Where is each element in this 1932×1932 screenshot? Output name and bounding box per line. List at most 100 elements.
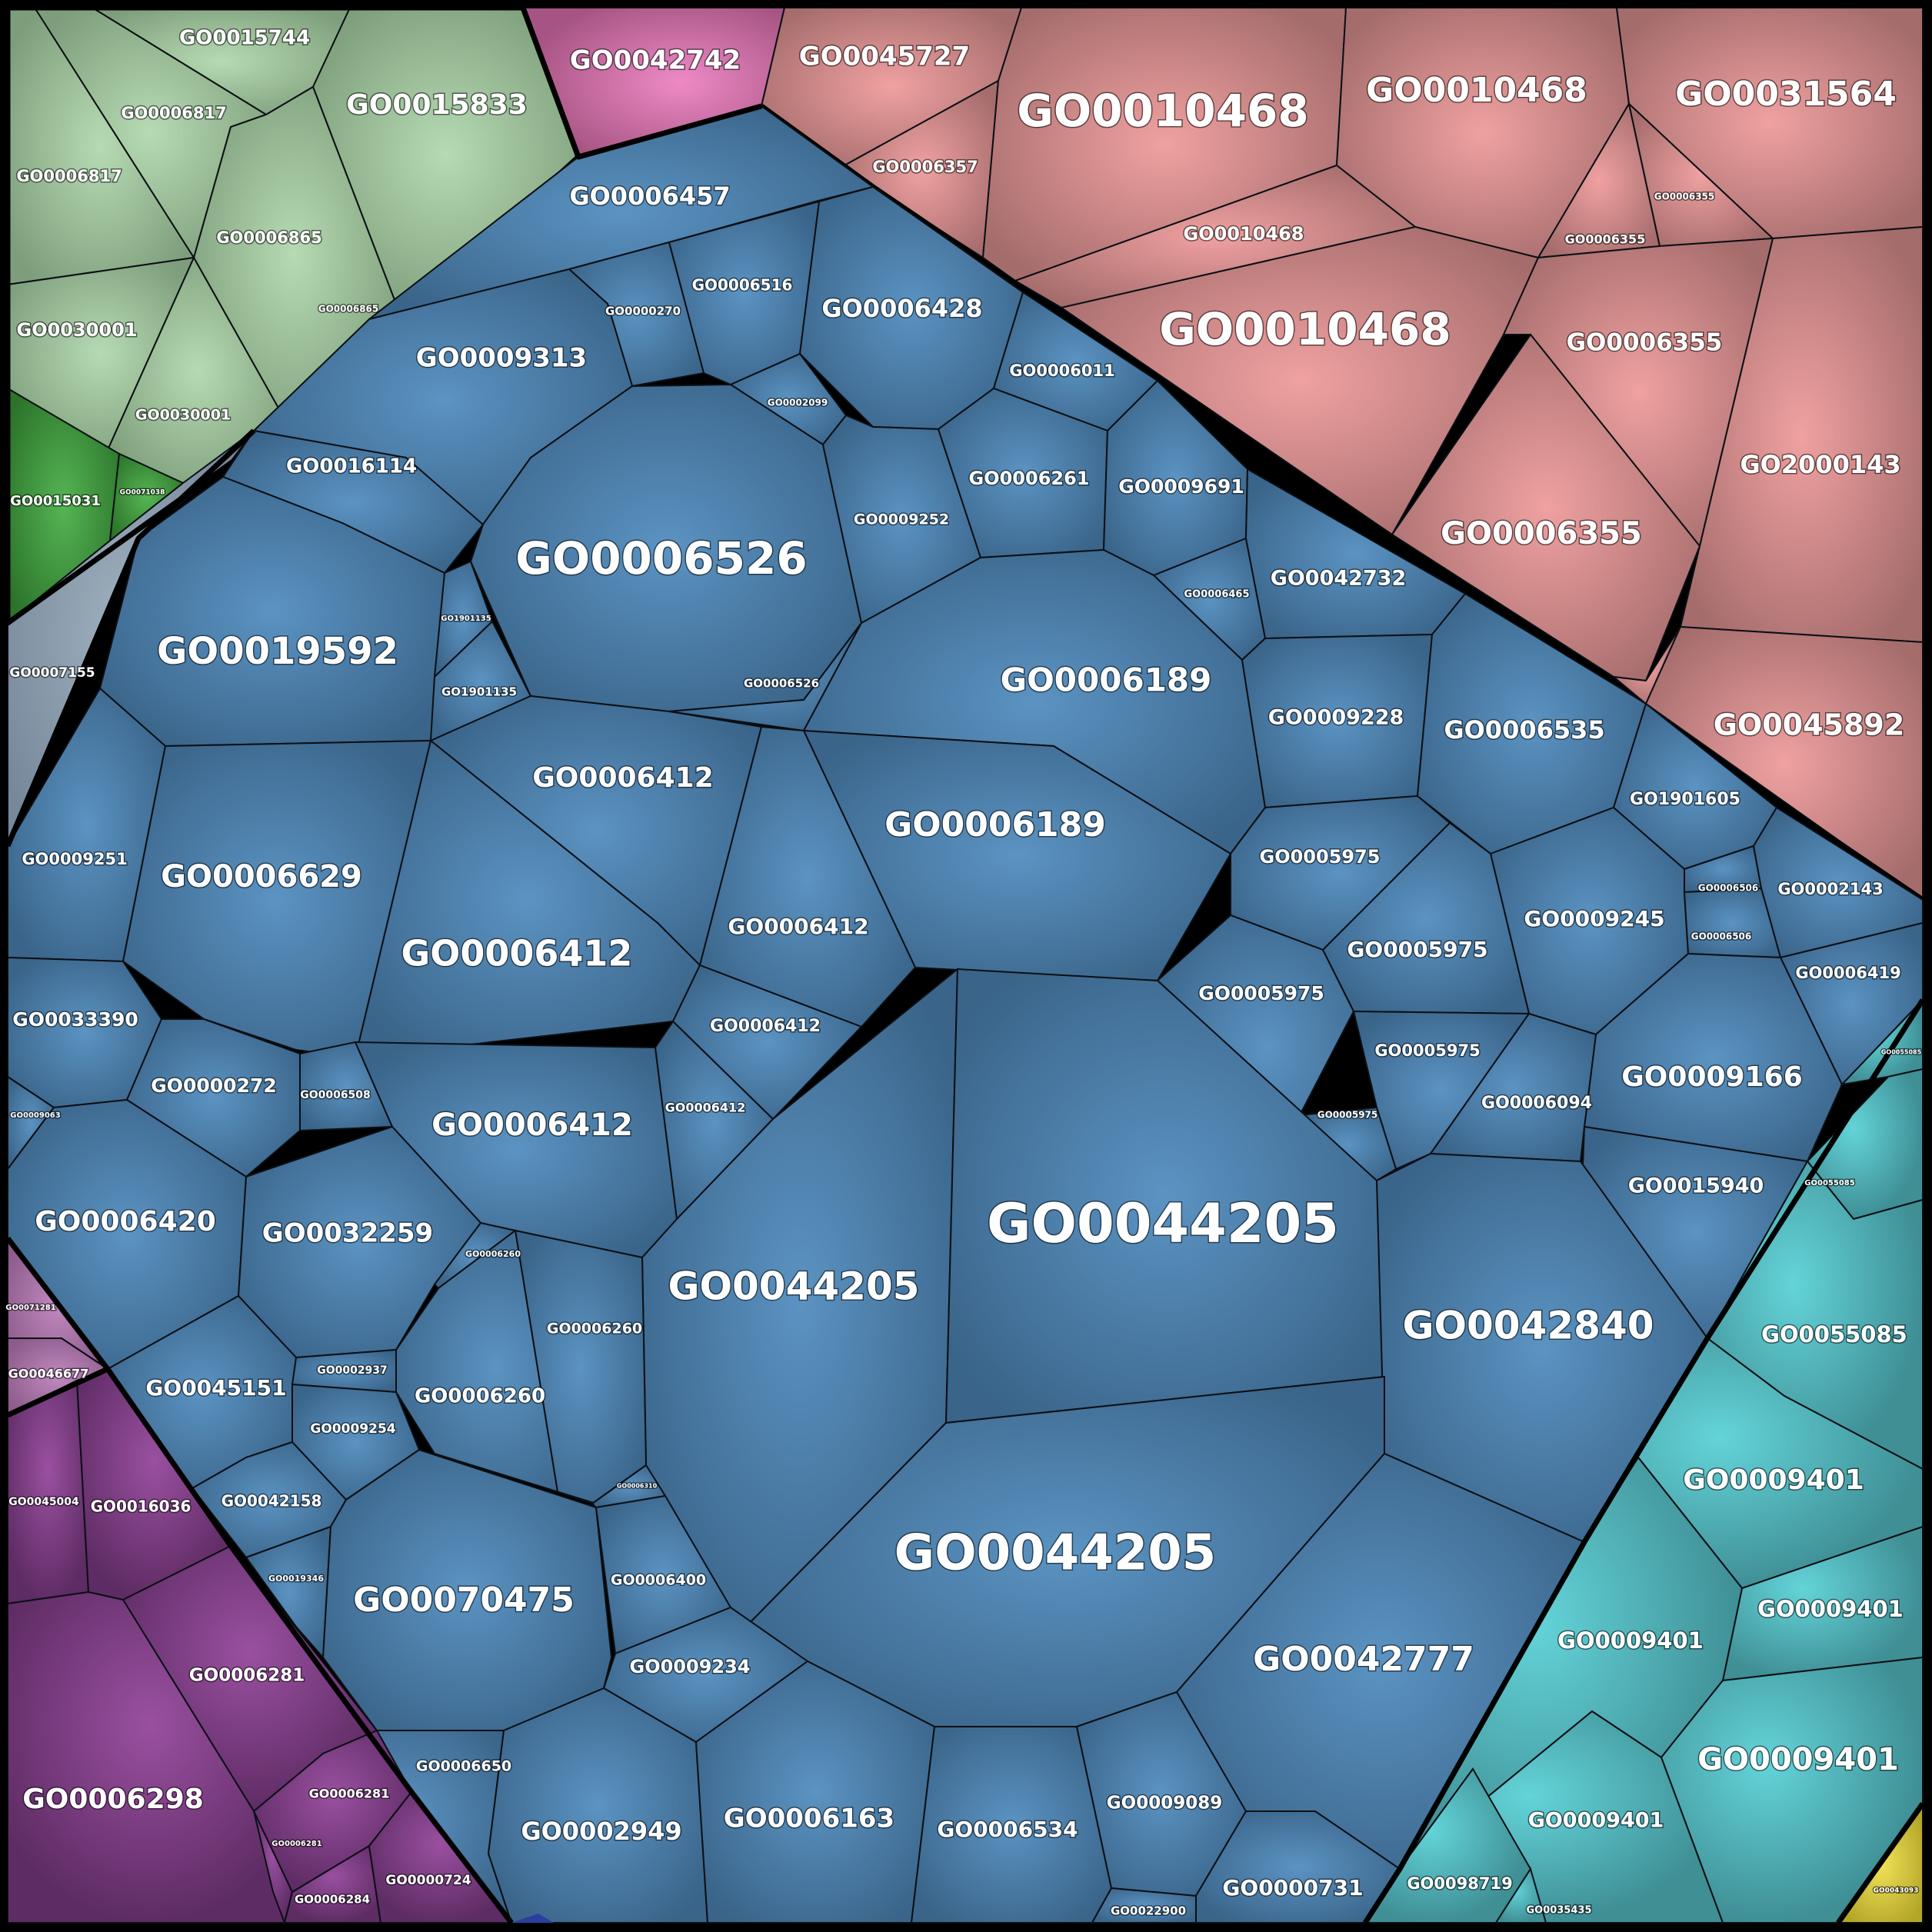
label-go0006355-a: GO0006355	[1654, 192, 1715, 202]
label-go0005975-c: GO0005975	[1198, 982, 1324, 1004]
label-go0006260-c: GO0006260	[415, 1385, 545, 1408]
label-go0006281-big: GO0006281	[189, 1666, 305, 1686]
label-go0006355-b: GO0006355	[1565, 232, 1646, 247]
border-gray	[5, 428, 256, 848]
region-stress	[1363, 998, 1925, 1925]
label-go0000724: GO0000724	[385, 1873, 471, 1888]
label-go0006650: GO0006650	[416, 1758, 511, 1775]
cell-go0070475[interactable]	[321, 1448, 613, 1731]
label-go0006412-c: GO0006412	[728, 914, 868, 939]
cell-go0022900[interactable]	[1091, 1887, 1197, 1924]
label-go0010468-c: GO0010468	[1184, 223, 1304, 245]
label-go0070475: GO0070475	[353, 1581, 575, 1620]
label-go0009401-d: GO0009401	[1528, 1809, 1664, 1833]
region-dna-repair	[5, 1236, 514, 1926]
label-go0007155: GO0007155	[9, 665, 95, 681]
label-go0006534: GO0006534	[937, 1817, 1078, 1842]
label-go0045004: GO0045004	[8, 1496, 79, 1508]
label-go0009166: GO0009166	[1621, 1061, 1803, 1093]
cell-small-navy[interactable]	[511, 1914, 554, 1923]
label-go0032259: GO0032259	[262, 1218, 433, 1249]
label-go0006526-b: GO0006526	[744, 677, 819, 691]
label-go0006281-b: GO0006281	[309, 1787, 390, 1801]
border-dna-repair-top	[6, 1366, 109, 1418]
label-go0015744: GO0015744	[179, 27, 310, 50]
label-go0000731: GO0000731	[1222, 1875, 1363, 1900]
label-go0006400: GO0006400	[611, 1572, 706, 1589]
label-go0031564: GO0031564	[1675, 75, 1897, 114]
label-go0006428: GO0006428	[821, 294, 982, 323]
label-go0098719: GO0098719	[1407, 1874, 1512, 1893]
label-go0006506-a: GO0006506	[1698, 883, 1759, 894]
label-go0030001-b: GO0030001	[135, 407, 231, 424]
label-go0000270: GO0000270	[605, 305, 681, 318]
label-go0005975-d: GO0005975	[1374, 1041, 1480, 1060]
label-go0044205-a: GO0044205	[668, 1264, 919, 1309]
label-go0006412-e: GO0006412	[665, 1101, 746, 1115]
label-go0006865-b: GO0006865	[318, 304, 379, 315]
label-go0009063: GO0009063	[10, 1111, 60, 1120]
label-go0019346: GO0019346	[268, 1574, 324, 1584]
label-go0006355-c: GO0006355	[1567, 329, 1723, 357]
label-go0043093: GO0043093	[1874, 1887, 1919, 1895]
label-go0006094: GO0006094	[1481, 1094, 1592, 1113]
label-go0006261: GO0006261	[969, 468, 1090, 489]
label-go0006412-b: GO0006412	[401, 933, 633, 974]
label-go0006817-a: GO0006817	[121, 104, 226, 122]
label-go0042777: GO0042777	[1253, 1640, 1474, 1679]
label-go0006506-b: GO0006506	[1691, 931, 1752, 942]
border-stress	[1363, 998, 1925, 1924]
label-go0009251: GO0009251	[22, 850, 127, 868]
label-go0010468-b: GO0010468	[1366, 71, 1587, 110]
label-go0010468-big: GO0010468	[1017, 85, 1308, 137]
label-go0055085-big: GO0055085	[1761, 1321, 1907, 1347]
label-go0006535: GO0006535	[1444, 715, 1604, 744]
label-go0006629: GO0006629	[161, 859, 362, 894]
label-go0006465: GO0006465	[1184, 589, 1249, 601]
label-go0005975-a: GO0005975	[1260, 846, 1381, 868]
cell-go0006355-big[interactable]	[1391, 333, 1701, 682]
label-go0006516: GO0006516	[692, 276, 793, 295]
label-go0006189-a: GO0006189	[1001, 661, 1212, 699]
label-go0045727: GO0045727	[799, 42, 970, 72]
cell-go0005975-d[interactable]	[1352, 1010, 1531, 1171]
label-go0010468-d: GO0010468	[1159, 303, 1451, 355]
label-go0006420: GO0006420	[35, 1206, 216, 1237]
label-go0055085-a: GO0055085	[1881, 1049, 1922, 1056]
label-go0009228: GO0009228	[1268, 706, 1404, 730]
label-go0006412-big: GO0006412	[431, 1108, 633, 1143]
label-go0033390: GO0033390	[12, 1008, 138, 1031]
label-go0002937: GO0002937	[317, 1364, 388, 1377]
label-go0002949: GO0002949	[521, 1817, 681, 1846]
cell-go0035435[interactable]	[1494, 1867, 1547, 1924]
label-go0006281-c: GO0006281	[271, 1840, 321, 1848]
label-go0009252: GO0009252	[854, 511, 949, 528]
label-go0015940: GO0015940	[1628, 1174, 1764, 1198]
label-go1901135-a: GO1901135	[441, 615, 491, 623]
label-go0016114: GO0016114	[286, 455, 417, 478]
label-go0000272: GO0000272	[151, 1074, 277, 1097]
label-go0009401-b: GO0009401	[1757, 1596, 1904, 1622]
cell-go0045004[interactable]	[7, 1379, 90, 1605]
label-go0006412-a: GO0006412	[532, 762, 714, 794]
border-metabolism-top	[520, 6, 762, 160]
label-go0042742: GO0042742	[570, 45, 741, 76]
border-yellow	[1836, 1801, 1925, 1925]
label-go0006357: GO0006357	[872, 158, 978, 176]
label-go2000143: GO2000143	[1740, 450, 1900, 479]
label-go0006508: GO0006508	[300, 1089, 371, 1101]
label-go0044205-big: GO0044205	[987, 1192, 1339, 1255]
label-go0006526-big: GO0006526	[515, 532, 807, 585]
label-go0015031: GO0015031	[10, 493, 101, 509]
label-go0005975-e: GO0005975	[1317, 1110, 1378, 1121]
label-go0006011: GO0006011	[1009, 361, 1114, 380]
label-go0009254: GO0009254	[310, 1421, 395, 1437]
cell-go0006412-c[interactable]	[698, 725, 917, 1028]
label-go0019592: GO0019592	[157, 630, 398, 673]
region-regulation	[759, 7, 1924, 902]
label-go0006310: GO0006310	[617, 1483, 658, 1490]
cell-go0006260-c[interactable]	[395, 1229, 597, 1504]
label-go0006284: GO0006284	[295, 1893, 370, 1907]
